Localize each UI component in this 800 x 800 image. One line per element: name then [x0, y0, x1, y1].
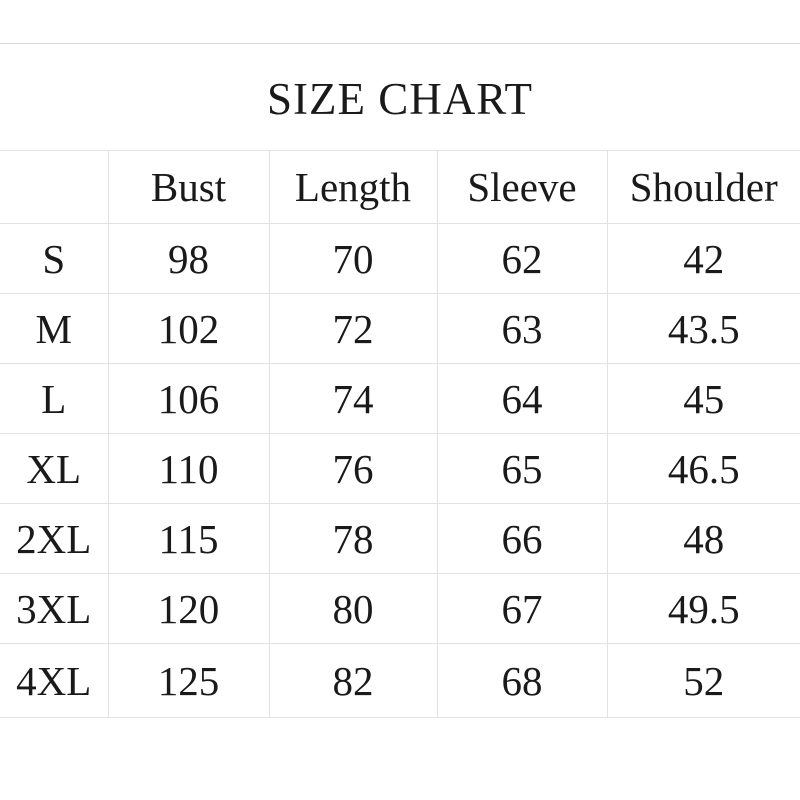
value-cell: 49.5 [606, 573, 800, 644]
value-cell: 64 [436, 363, 607, 434]
size-label-cell: M [0, 293, 108, 364]
size-chart-title: SIZE CHART [266, 74, 534, 124]
size-label-cell: S [0, 223, 108, 294]
value-cell: 72 [268, 293, 437, 364]
size-label-cell: L [0, 363, 108, 434]
value-cell: 110 [107, 433, 269, 504]
header-cell: Shoulder [606, 150, 800, 224]
header-row: Bust Length Sleeve Shoulder [0, 150, 800, 224]
value-cell: 98 [107, 223, 269, 294]
value-cell: 48 [606, 503, 800, 574]
header-cell: Bust [107, 150, 269, 224]
table-row: 4XL 125 82 68 52 [0, 643, 800, 718]
value-cell: 66 [436, 503, 607, 574]
value-cell: 62 [436, 223, 607, 294]
value-cell: 67 [436, 573, 607, 644]
value-cell: 42 [606, 223, 800, 294]
value-cell: 115 [107, 503, 269, 574]
value-cell: 82 [268, 643, 437, 718]
value-cell: 43.5 [606, 293, 800, 364]
table-body: S 98 70 62 42 M 102 72 63 43.5 L 106 74 64 45 XL 110 76 65… [0, 223, 800, 718]
value-cell: 65 [436, 433, 607, 504]
value-cell: 120 [107, 573, 269, 644]
value-cell: 52 [606, 643, 800, 718]
header-cell-size [0, 150, 108, 224]
size-label-cell: 4XL [0, 643, 108, 718]
value-cell: 78 [268, 503, 437, 574]
size-chart-table: Bust Length Sleeve Shoulder S 98 70 62 42 M 102 72… [0, 150, 800, 718]
value-cell: 45 [606, 363, 800, 434]
value-cell: 76 [268, 433, 437, 504]
value-cell: 125 [107, 643, 269, 718]
value-cell: 70 [268, 223, 437, 294]
table-row: L 106 74 64 45 [0, 363, 800, 434]
table-row: 3XL 120 80 67 49.5 [0, 573, 800, 644]
value-cell: 68 [436, 643, 607, 718]
header-cell: Sleeve [436, 150, 607, 224]
table-row: XL 110 76 65 46.5 [0, 433, 800, 504]
table-row: M 102 72 63 43.5 [0, 293, 800, 364]
header-cell: Length [268, 150, 437, 224]
size-label-cell: XL [0, 433, 108, 504]
value-cell: 74 [268, 363, 437, 434]
size-label-cell: 3XL [0, 573, 108, 644]
size-label-cell: 2XL [0, 503, 108, 574]
value-cell: 106 [107, 363, 269, 434]
value-cell: 63 [436, 293, 607, 364]
table-row: S 98 70 62 42 [0, 223, 800, 294]
value-cell: 46.5 [606, 433, 800, 504]
top-divider-line [0, 43, 800, 44]
value-cell: 102 [107, 293, 269, 364]
value-cell: 80 [268, 573, 437, 644]
table-row: 2XL 115 78 66 48 [0, 503, 800, 574]
